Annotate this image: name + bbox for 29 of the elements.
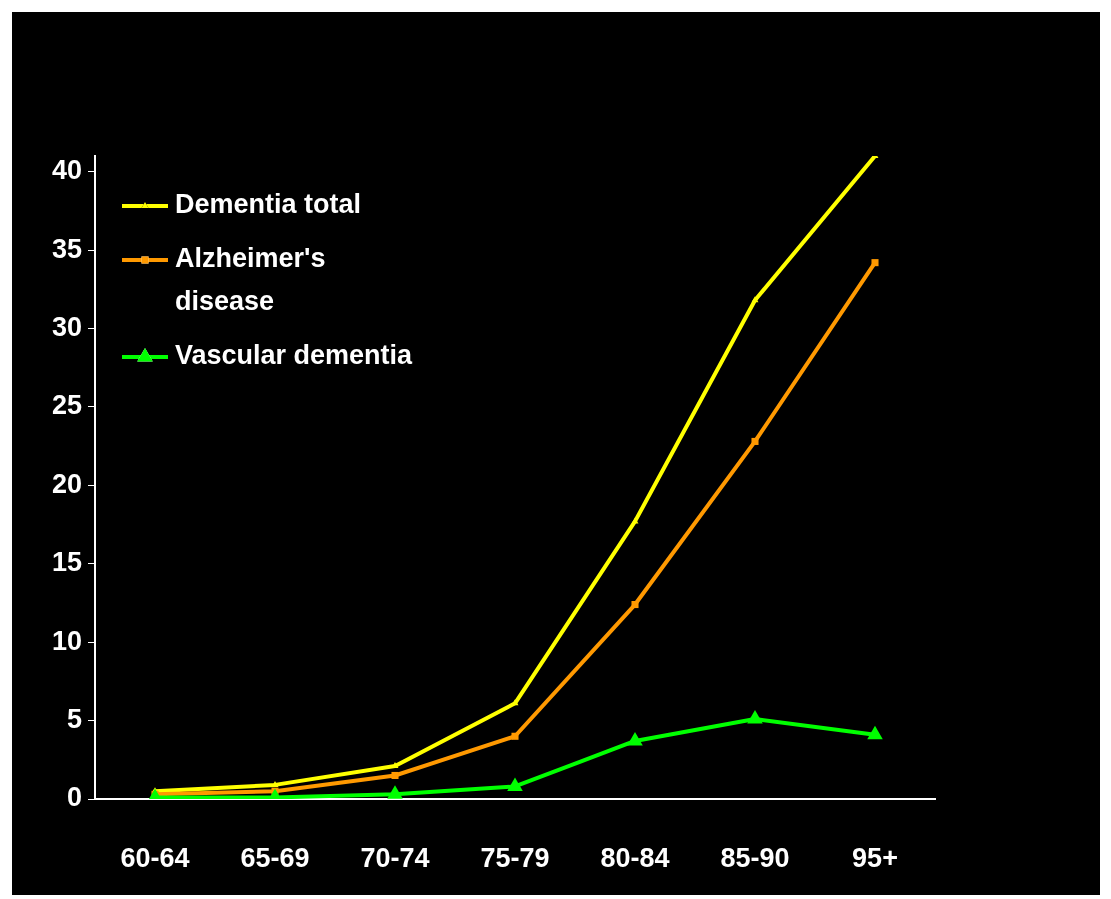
y-tick-label: 25	[51, 390, 82, 421]
point	[867, 725, 883, 740]
point	[747, 710, 763, 724]
legend-label: Vascular dementia	[175, 340, 414, 371]
point	[511, 732, 519, 740]
point	[627, 731, 643, 746]
y-tick-label: 30	[51, 311, 82, 342]
y-tick-label: 35	[51, 233, 82, 264]
y-tick-label: 40	[51, 155, 82, 186]
x-tick-label: 75-79	[480, 842, 550, 873]
x-tick-label: 70-74	[360, 842, 430, 873]
x-tick-label: 85-90	[720, 842, 790, 873]
y-tick-label: 0	[66, 782, 82, 813]
point	[871, 259, 879, 267]
y-tick-label: 20	[51, 468, 82, 499]
legend-label: Alzheimer's disease	[175, 243, 326, 317]
point	[751, 437, 759, 445]
point	[391, 771, 399, 780]
point	[387, 785, 403, 799]
x-tick-label: 95+	[852, 842, 898, 873]
point	[631, 601, 639, 609]
y-tick-label: 15	[51, 547, 82, 578]
point	[507, 777, 523, 791]
x-tick-label: 65-69	[240, 842, 310, 873]
x-tick-label: 80-84	[600, 842, 670, 873]
y-tick-label: 10	[51, 625, 82, 656]
legend-label: Dementia total	[175, 189, 362, 220]
y-tick-label: 5	[66, 704, 82, 735]
x-tick-label: 60-64	[120, 842, 190, 873]
